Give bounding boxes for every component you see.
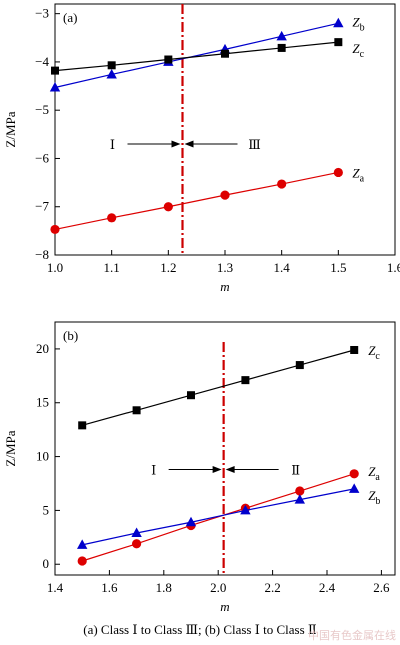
panel-a-series-zc-point <box>334 38 343 47</box>
panel-b-x-tick-label: 1.8 <box>156 580 172 595</box>
panel-a-x-tick-label: 1.4 <box>274 260 291 275</box>
panel-a-series-zc-label: Zc <box>352 41 364 60</box>
panel-a-plot-frame <box>54 3 396 256</box>
panel-b-series-za-point <box>295 486 305 496</box>
panel-b-series-za-point <box>77 556 87 566</box>
panel-a-series-za-point <box>163 202 173 212</box>
panel-a-series-zb-point <box>276 30 287 41</box>
panel-a-region-left-label: Ⅰ <box>110 137 115 152</box>
panel-b-y-tick-label: 20 <box>36 341 49 356</box>
panel-a-series-za-point <box>220 190 230 200</box>
panel-a-series-zc-line <box>54 41 339 72</box>
panel-b-series-zc-point <box>187 391 195 400</box>
panel-b-series-zb-line <box>82 488 355 546</box>
panel-a-series-zb-line <box>54 22 339 89</box>
panel-b-series-zb-point <box>294 494 305 504</box>
panel-b-series-zb-point <box>185 516 197 527</box>
panel-b-series-zc-point <box>295 361 304 370</box>
panel-a-y-tick-label: −5 <box>35 102 49 117</box>
panel-a-series-zc-point <box>107 61 116 70</box>
panel-a-region-left-arrowhead <box>171 140 181 148</box>
panel-a-y-axis-label: Z/MPa <box>3 111 18 147</box>
panel-b-series-zc-point <box>350 345 359 354</box>
panel-a-region-right-arrowhead <box>184 140 194 148</box>
panel-a-series-zc-point <box>51 66 59 75</box>
panel-a-series-za-point <box>50 224 60 235</box>
panel-b-region-right-arrowhead <box>225 465 235 473</box>
panel-a-y-tick-label: −7 <box>35 199 49 214</box>
panel-a-x-tick-label: 1.1 <box>104 260 120 275</box>
panel-b-label: (b) <box>63 328 78 343</box>
panel-a-series-za-line <box>54 171 339 231</box>
panel-b-series-zc-point <box>132 406 141 415</box>
panel-b-series-za-point <box>132 539 142 549</box>
panel-b-y-tick-label: 5 <box>43 502 50 517</box>
panel-b-x-axis-label: m <box>220 599 229 614</box>
panel-b-x-tick-label: 1.6 <box>101 580 118 595</box>
watermark: 中国有色金属在线 <box>308 629 396 642</box>
panel-b-y-tick-label: 10 <box>36 449 49 464</box>
panel-b-region-left-arrowhead <box>212 465 222 473</box>
panel-b-series-zb-point <box>77 539 88 549</box>
panel-b-y-tick-label: 15 <box>36 395 49 410</box>
panel-a-x-tick-label: 1.0 <box>47 260 63 275</box>
panel-a-series-za-point <box>277 179 287 189</box>
panel-b-x-tick-label: 2.4 <box>319 580 336 595</box>
panel-a-region-right-label: Ⅲ <box>248 137 261 152</box>
panel-b-y-tick-label: 0 <box>43 556 50 571</box>
panel-b-x-tick-label: 2.0 <box>210 580 226 595</box>
panel-a-y-tick-label: −6 <box>35 150 49 165</box>
figure-caption: (a) Class Ⅰ to Class Ⅲ; (b) Class Ⅰ to C… <box>83 622 317 637</box>
panel-b-series-zc-line <box>82 349 355 426</box>
panel-a-series-za-label: Za <box>352 165 364 184</box>
panel-a-series-zc-point <box>164 55 173 64</box>
panel-a-x-tick-label: 1.2 <box>160 260 176 275</box>
panel-b-series-zb-label: Zb <box>368 488 380 507</box>
panel-b-series-za-label: Za <box>368 464 380 483</box>
panel-b-y-axis-label: Z/MPa <box>3 430 18 466</box>
panel-a-x-tick-label: 1.6 <box>387 260 400 275</box>
panel-a-series-zc-point <box>221 49 229 58</box>
panel-a-label: (a) <box>63 10 77 25</box>
panel-b-x-tick-label: 1.4 <box>47 580 64 595</box>
panel-a-x-axis-label: m <box>220 279 229 294</box>
panel-a-series-zb-point <box>49 82 61 92</box>
panel-b-series-za-line <box>82 473 355 562</box>
panel-a-series-zb-label: Zb <box>352 14 364 33</box>
panel-b-region-right-label: Ⅱ <box>291 462 300 477</box>
panel-b-plot-frame <box>54 321 396 576</box>
panel-b-series-zc-point <box>78 421 87 430</box>
panel-a-series-za-point <box>107 213 117 223</box>
panel-b-series-zc-label: Zc <box>368 343 380 362</box>
panel-b-x-tick-label: 2.2 <box>264 580 280 595</box>
panel-b-series-za-point <box>349 469 359 479</box>
panel-a-y-tick-label: −3 <box>35 6 49 21</box>
panel-a-series-za-point <box>333 167 343 178</box>
panel-b-series-zb-point <box>240 504 251 515</box>
panel-a-series-zb-point <box>106 68 117 79</box>
panel-a-series-zb-point <box>333 17 344 28</box>
panel-a-y-tick-label: −8 <box>35 247 49 262</box>
panel-a-series-zc-point <box>277 43 286 52</box>
panel-b-region-left-label: Ⅰ <box>151 462 156 477</box>
panel-b-series-zb-point <box>131 527 142 538</box>
panel-b-x-tick-label: 2.6 <box>373 580 390 595</box>
panel-a-x-tick-label: 1.5 <box>330 260 346 275</box>
panel-a-x-tick-label: 1.3 <box>217 260 233 275</box>
panel-b-series-zb-point <box>349 483 360 493</box>
panel-a-y-tick-label: −4 <box>35 54 49 69</box>
panel-b-series-zc-point <box>241 376 250 385</box>
